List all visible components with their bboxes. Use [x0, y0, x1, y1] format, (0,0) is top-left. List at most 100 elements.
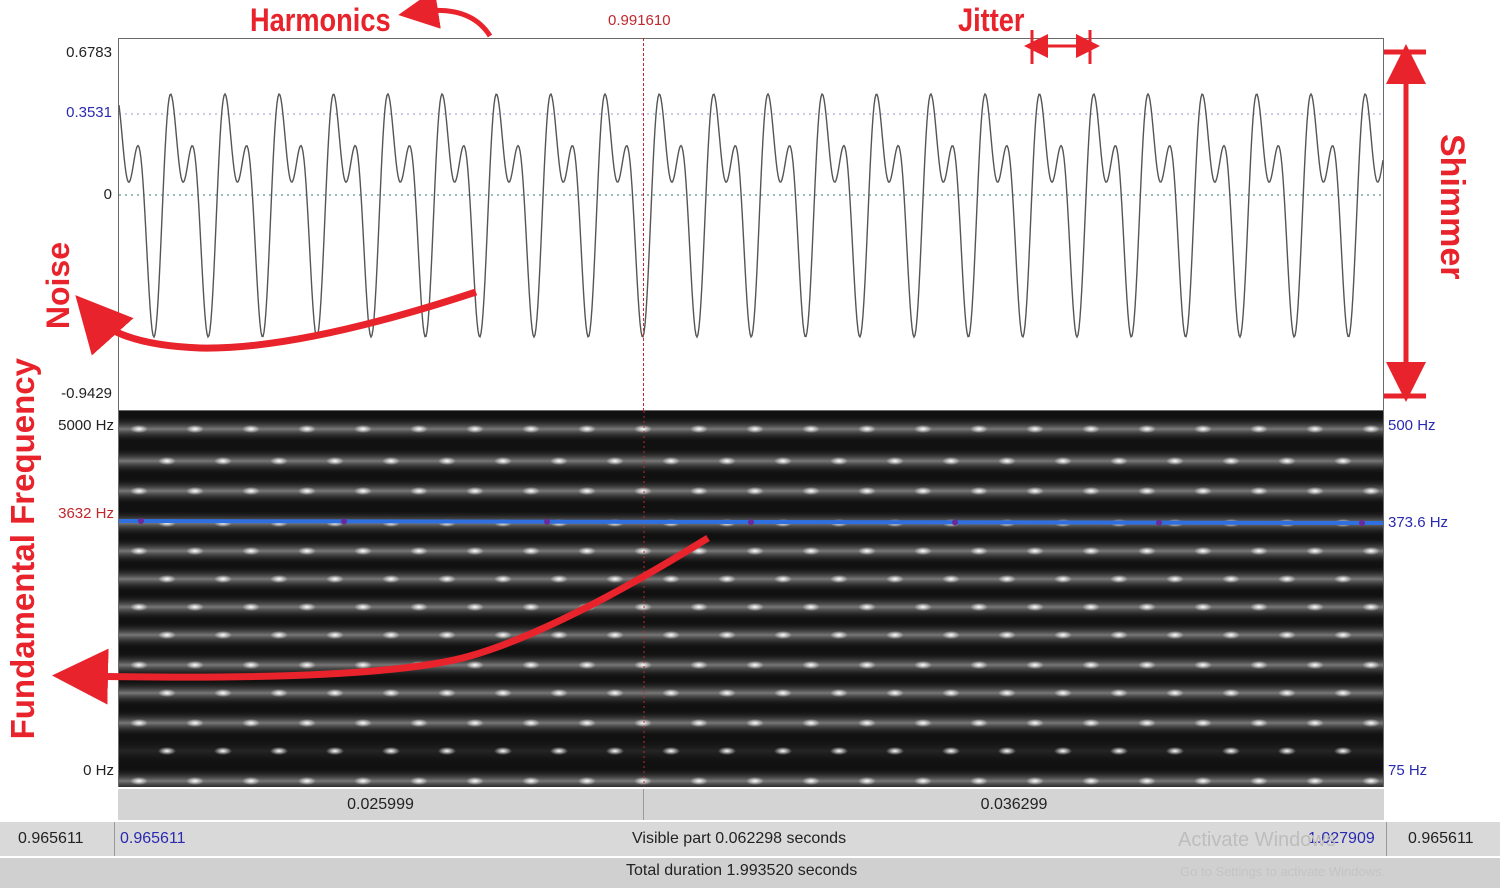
harmonic-dot [746, 777, 764, 785]
spectrogram-freq-min-label: 0 Hz [83, 762, 114, 779]
spectrogram-panel[interactable] [118, 411, 1384, 787]
harmonic-dot [718, 575, 736, 583]
harmonic-dot [550, 575, 568, 583]
harmonic-dot [242, 603, 260, 611]
harmonic-dot [1054, 631, 1072, 639]
harmonic-dot [634, 547, 652, 555]
harmonic-dot [214, 575, 232, 583]
harmonics-annotation: Harmonics [250, 2, 391, 38]
harmonic-dot [410, 719, 428, 727]
harmonic-dot [130, 547, 148, 555]
harmonic-dot [1054, 457, 1072, 465]
harmonic-dot [354, 777, 372, 785]
harmonic-dot [1306, 487, 1324, 495]
harmonic-dot [214, 747, 232, 755]
harmonic-dot [914, 661, 932, 669]
harmonic-dot [270, 631, 288, 639]
waveform-panel[interactable] [118, 38, 1384, 411]
harmonic-dot [970, 661, 988, 669]
harmonic-dot [830, 747, 848, 755]
harmonic-bands [119, 415, 1383, 787]
harmonic-dot [466, 603, 484, 611]
waveform-ymin-label: -0.9429 [61, 385, 112, 402]
harmonic-dot [214, 457, 232, 465]
harmonic-dot [466, 487, 484, 495]
harmonic-dot [158, 689, 176, 697]
harmonic-dot [634, 603, 652, 611]
harmonic-dot [158, 747, 176, 755]
harmonic-dot [1362, 777, 1380, 785]
harmonic-dot [970, 777, 988, 785]
harmonic-dot [1138, 425, 1156, 433]
harmonic-dot [242, 425, 260, 433]
harmonic-dot [494, 689, 512, 697]
harmonic-dot [942, 575, 960, 583]
harmonic-dot [970, 487, 988, 495]
harmonic-dot [858, 777, 876, 785]
harmonic-dot [1306, 547, 1324, 555]
harmonic-dot [578, 547, 596, 555]
harmonic-dots [130, 425, 1380, 785]
harmonic-dot [662, 631, 680, 639]
harmonic-dot [802, 719, 820, 727]
selection-right-segment[interactable]: 0.036299 [644, 789, 1384, 820]
total-duration-bar[interactable] [0, 858, 1500, 888]
harmonic-dot [914, 487, 932, 495]
harmonic-dot [690, 425, 708, 433]
harmonic-dot [886, 689, 904, 697]
harmonic-dot [606, 631, 624, 639]
harmonic-dot [858, 719, 876, 727]
harmonic-dot [1194, 487, 1212, 495]
visible-left-inner: 0.965611 [120, 830, 186, 847]
selection-left-segment[interactable]: 0.025999 [118, 789, 644, 820]
harmonic-dot [802, 487, 820, 495]
harmonic-dot [802, 661, 820, 669]
harmonic-dot [242, 661, 260, 669]
harmonic-dot [578, 719, 596, 727]
harmonic-dot [270, 689, 288, 697]
harmonic-dot [130, 603, 148, 611]
harmonic-dot [1110, 631, 1128, 639]
harmonic-dot [942, 689, 960, 697]
harmonic-dot [1250, 719, 1268, 727]
harmonic-dot [1362, 487, 1380, 495]
harmonic-dot [1362, 603, 1380, 611]
harmonic-dot [354, 547, 372, 555]
harmonic-dot [1278, 457, 1296, 465]
harmonic-dot [550, 689, 568, 697]
harmonic-dot [1250, 603, 1268, 611]
harmonic-dot [410, 425, 428, 433]
harmonic-dot [970, 547, 988, 555]
harmonic-dot [914, 425, 932, 433]
harmonic-dot [914, 603, 932, 611]
harmonic-dot [1222, 747, 1240, 755]
harmonic-dot [438, 689, 456, 697]
harmonic-dot [522, 547, 540, 555]
visible-right-inner: 1.027909 [1308, 830, 1375, 847]
harmonic-dot [1194, 777, 1212, 785]
harmonic-dot [578, 661, 596, 669]
harmonic-dot [410, 777, 428, 785]
cursor-time-label: 0.991610 [608, 12, 671, 29]
harmonic-dot [830, 457, 848, 465]
harmonic-dot [914, 777, 932, 785]
harmonic-dot [1250, 777, 1268, 785]
harmonic-dot [382, 457, 400, 465]
harmonic-dot [494, 631, 512, 639]
harmonic-dot [1194, 661, 1212, 669]
harmonic-dot [1110, 747, 1128, 755]
waveform-trace [119, 92, 1383, 339]
harmonic-dot [298, 603, 316, 611]
harmonic-dot [1082, 719, 1100, 727]
harmonic-dot [1166, 747, 1184, 755]
harmonic-dot [466, 777, 484, 785]
visible-part-bar[interactable] [0, 822, 1500, 856]
harmonic-dot [186, 777, 204, 785]
harmonic-dot [354, 603, 372, 611]
harmonic-dot [298, 777, 316, 785]
spectrogram-plot [119, 411, 1383, 787]
harmonic-dot [886, 631, 904, 639]
harmonic-dot [1110, 689, 1128, 697]
harmonic-dot [1362, 661, 1380, 669]
